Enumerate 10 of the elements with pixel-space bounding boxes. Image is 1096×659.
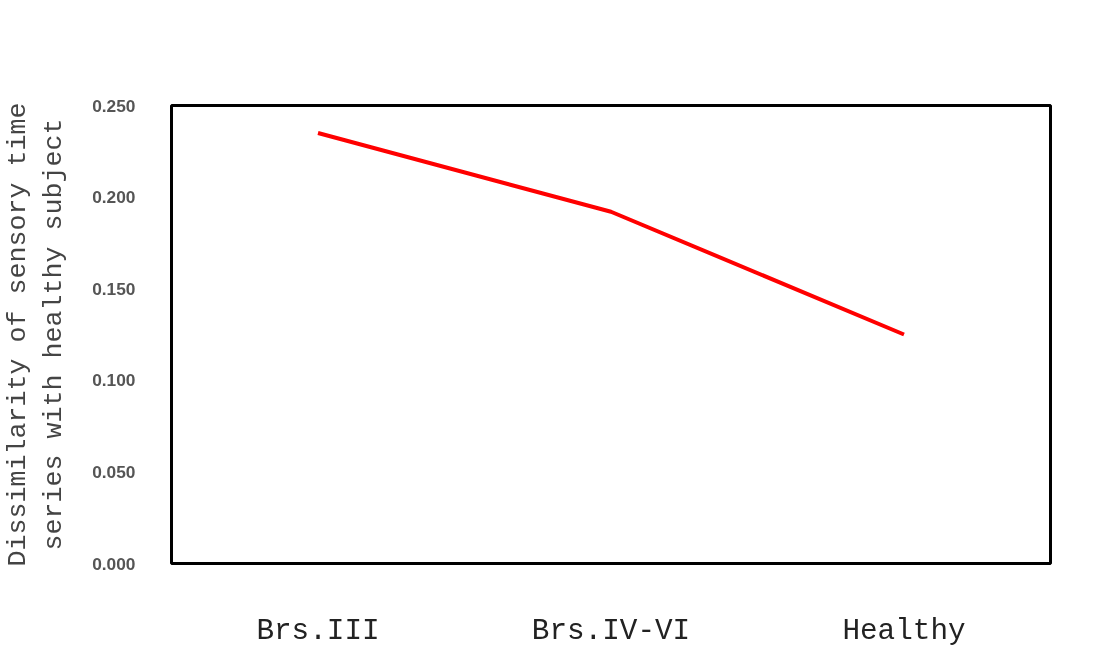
y-tick-label: 0.000 [92, 553, 136, 574]
y-tick-label: 0.200 [92, 187, 136, 208]
x-tick-label: Brs.IV-VI [531, 614, 691, 648]
y-axis-title: Dissimilarity of sensory time series with healthy subject [3, 102, 70, 567]
y-tick-label: 0.250 [92, 95, 136, 116]
y-tick-label: 0.100 [92, 370, 136, 391]
y-tick-label: 0.150 [92, 278, 136, 299]
y-tick-label: 0.050 [92, 461, 136, 482]
x-tick-label: Brs.III [256, 614, 380, 648]
x-tick-label: Healthy [842, 614, 966, 648]
